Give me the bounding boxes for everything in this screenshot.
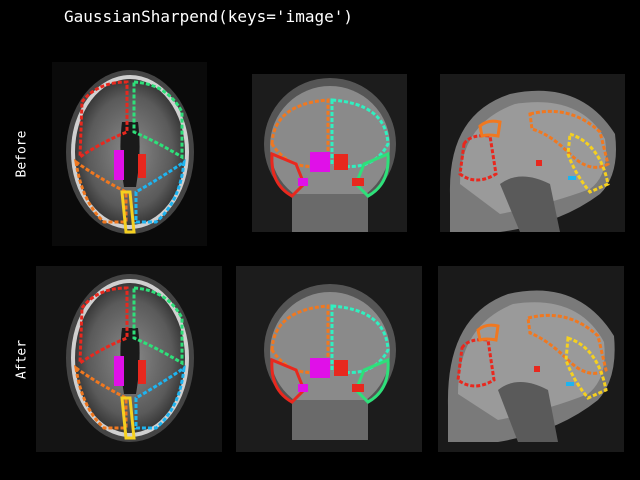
after-axial-panel [36,266,222,452]
after-axial-image [36,266,222,452]
before-sagittal-image [440,74,625,232]
after-coronal-panel [236,266,422,452]
figure-title: GaussianSharpend(keys='image') [64,7,353,26]
before-axial-panel [52,62,207,246]
before-sagittal-panel [440,74,625,232]
after-sagittal-image [438,266,624,452]
before-axial-image [52,62,207,246]
row-label-before: Before [14,130,30,178]
after-coronal-image [236,266,422,452]
before-coronal-image [252,74,407,232]
before-coronal-panel [252,74,407,232]
row-label-after: After [14,339,30,380]
after-sagittal-panel [438,266,624,452]
